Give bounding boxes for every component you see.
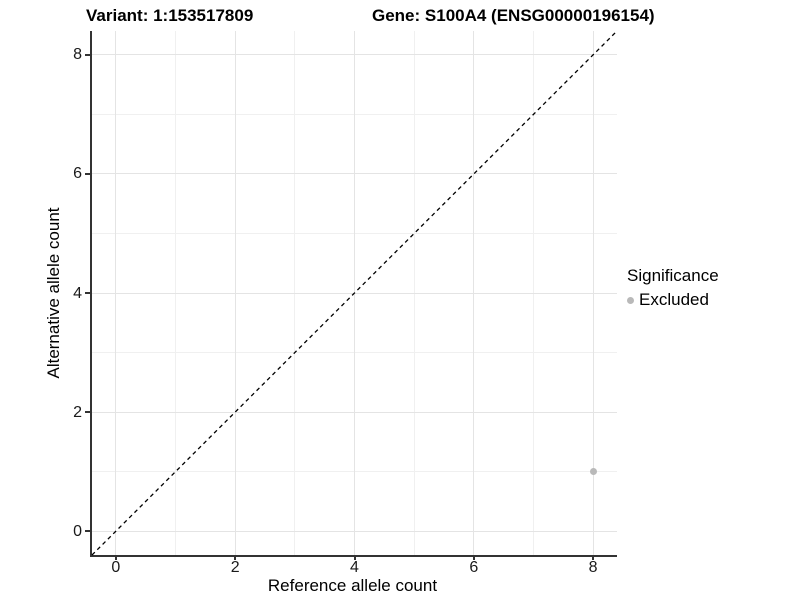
legend: Significance Excluded — [627, 266, 719, 310]
x-tick-label: 0 — [111, 559, 121, 576]
major-gridline-vertical — [592, 31, 594, 555]
x-tick-mark — [472, 555, 475, 560]
x-tick-mark — [234, 555, 237, 560]
x-axis-title: Reference allele count — [267, 576, 438, 595]
x-tick-label: 8 — [588, 559, 598, 576]
y-tick-label: 2 — [73, 403, 82, 421]
excluded-point-icon — [627, 296, 634, 304]
major-gridline-horizontal — [92, 292, 617, 294]
plot-panel: 0 0 2 2 4 4 6 6 8 8 — [73, 30, 618, 576]
y-tick-mark — [85, 292, 90, 294]
x-tick-label: 4 — [350, 559, 359, 576]
data-point — [589, 468, 597, 476]
legend-item-label: Excluded — [639, 290, 709, 309]
x-tick-mark — [353, 555, 356, 560]
y-tick-label: 4 — [73, 284, 82, 302]
gene-title: Gene: S100A4 (ENSG00000196154) — [372, 6, 655, 25]
y-tick-label: 0 — [73, 522, 82, 540]
y-axis-title: Alternative allele count — [44, 207, 63, 379]
y-tick-mark — [85, 411, 90, 414]
legend-title: Significance — [627, 266, 719, 285]
major-gridline-horizontal — [92, 54, 617, 56]
major-gridline-horizontal — [92, 173, 617, 175]
x-tick-label: 2 — [230, 559, 240, 576]
x-tick-mark — [114, 555, 117, 560]
legend-item-excluded: Excluded — [627, 290, 719, 310]
y-tick-label: 8 — [73, 46, 82, 64]
y-tick-label: 6 — [73, 165, 82, 183]
y-tick-mark — [85, 172, 90, 175]
x-tick-label: 6 — [469, 559, 479, 576]
y-tick-mark — [85, 53, 90, 56]
x-tick-mark — [592, 555, 595, 560]
major-gridline-vertical — [473, 31, 475, 555]
y-tick-mark — [85, 530, 90, 533]
variant-title: Variant: 1:153517809 — [86, 6, 254, 25]
